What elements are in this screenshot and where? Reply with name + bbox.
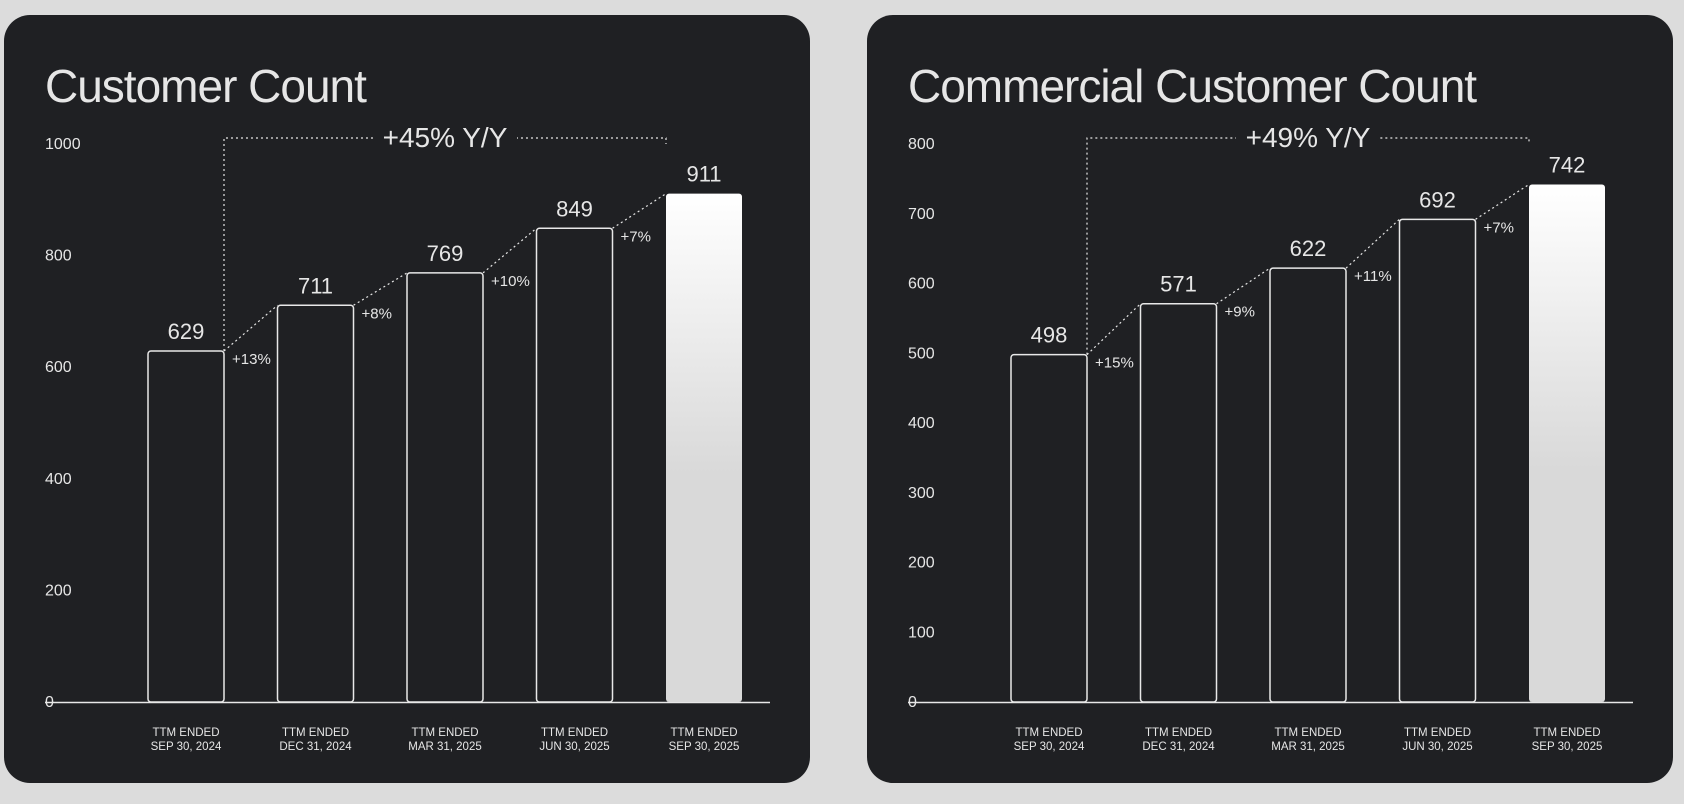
y-tick-label: 300 <box>908 485 935 502</box>
x-category-label-line1: TTM ENDED <box>670 727 737 739</box>
value-label: 911 <box>686 162 721 187</box>
bar <box>147 350 225 703</box>
x-category-label-line2: MAR 31, 2025 <box>408 741 482 753</box>
bar <box>666 193 742 703</box>
x-category-label-line2: DEC 31, 2024 <box>1142 741 1215 753</box>
yoy-label: +49% Y/Y <box>1246 122 1371 153</box>
value-label: 629 <box>168 319 205 344</box>
growth-connector <box>223 304 278 352</box>
growth-label: +11% <box>1354 268 1392 285</box>
y-tick-label: 200 <box>45 582 72 599</box>
y-tick-label: 800 <box>908 136 935 153</box>
yoy-label-background <box>1236 122 1380 152</box>
bar <box>276 304 355 703</box>
value-label: 692 <box>1419 187 1456 212</box>
yoy-bracket <box>223 137 667 352</box>
x-category-label-line2: SEP 30, 2024 <box>1014 741 1085 753</box>
value-label: 571 <box>1160 272 1197 297</box>
y-tick-label: 600 <box>45 359 72 376</box>
value-label: 849 <box>556 196 593 221</box>
y-tick-label: 100 <box>908 624 935 641</box>
value-label: 769 <box>427 241 464 266</box>
growth-label: +13% <box>232 351 271 368</box>
y-tick-label: 200 <box>908 555 935 572</box>
bar <box>1398 218 1477 703</box>
growth-label: +15% <box>1095 355 1134 372</box>
x-category-label-line1: TTM ENDED <box>1404 727 1471 739</box>
y-tick-label: 500 <box>908 345 935 362</box>
value-label: 622 <box>1290 236 1327 261</box>
growth-label: +7% <box>621 228 651 245</box>
bar <box>1139 302 1218 703</box>
bar <box>1010 353 1088 703</box>
y-tick-label: 400 <box>45 471 72 488</box>
x-category-label-line2: SEP 30, 2025 <box>1532 741 1603 753</box>
growth-connector <box>482 227 537 274</box>
x-category-label-line2: MAR 31, 2025 <box>1271 741 1345 753</box>
growth-connector <box>1216 267 1271 305</box>
x-category-label-line2: JUN 30, 2025 <box>1402 741 1472 753</box>
y-tick-label: 700 <box>908 206 935 223</box>
x-category-label-line2: SEP 30, 2025 <box>669 741 740 753</box>
bar <box>535 227 614 703</box>
growth-connector <box>1086 303 1141 356</box>
growth-label: +8% <box>362 305 392 322</box>
x-category-label-line2: SEP 30, 2024 <box>151 741 222 753</box>
yoy-label: +45% Y/Y <box>383 122 508 153</box>
x-category-label-line1: TTM ENDED <box>1015 727 1082 739</box>
chart-title: Customer Count <box>45 60 367 112</box>
growth-connector <box>612 193 667 229</box>
x-category-label-line1: TTM ENDED <box>1274 727 1341 739</box>
x-category-label-line2: JUN 30, 2025 <box>539 741 609 753</box>
bar <box>406 272 484 703</box>
growth-label: +9% <box>1225 304 1255 321</box>
value-label: 742 <box>1549 152 1586 177</box>
x-category-label-line1: TTM ENDED <box>541 727 608 739</box>
x-category-label-line1: TTM ENDED <box>282 727 349 739</box>
yoy-label-background <box>373 122 517 152</box>
y-tick-label: 600 <box>908 276 935 293</box>
chart-title: Commercial Customer Count <box>908 60 1477 112</box>
x-category-label-line1: TTM ENDED <box>411 727 478 739</box>
y-tick-label: 1000 <box>45 136 81 153</box>
x-category-label-line2: DEC 31, 2024 <box>279 741 352 753</box>
y-tick-label: 400 <box>908 415 935 432</box>
growth-connector <box>1475 183 1530 220</box>
growth-connector <box>1345 218 1400 269</box>
growth-connector <box>353 272 408 306</box>
customer-count-panel: Customer Count 0 200 400 600 800 1000 +13% +8% +… <box>4 15 810 783</box>
commercial-customer-count-chart: 0100200300400500600700800+15%+9%+11%+7%4… <box>908 122 1633 753</box>
x-category-label-line1: TTM ENDED <box>1533 727 1600 739</box>
growth-label: +10% <box>491 273 530 290</box>
customer-count-chart: 02004006008001000+13%+8%+10%+7%629711769… <box>45 122 770 753</box>
yoy-bracket <box>1086 137 1530 355</box>
y-tick-label: 800 <box>45 248 72 265</box>
x-category-label-line1: TTM ENDED <box>152 727 219 739</box>
value-label: 711 <box>298 273 333 298</box>
bar <box>1269 267 1347 703</box>
commercial-customer-count-panel: Commercial Customer Count 0 100 200 300 400 5… <box>867 15 1673 783</box>
value-label: 498 <box>1031 323 1068 348</box>
bar <box>1529 184 1605 702</box>
x-category-label-line1: TTM ENDED <box>1145 727 1212 739</box>
growth-label: +7% <box>1484 219 1514 236</box>
